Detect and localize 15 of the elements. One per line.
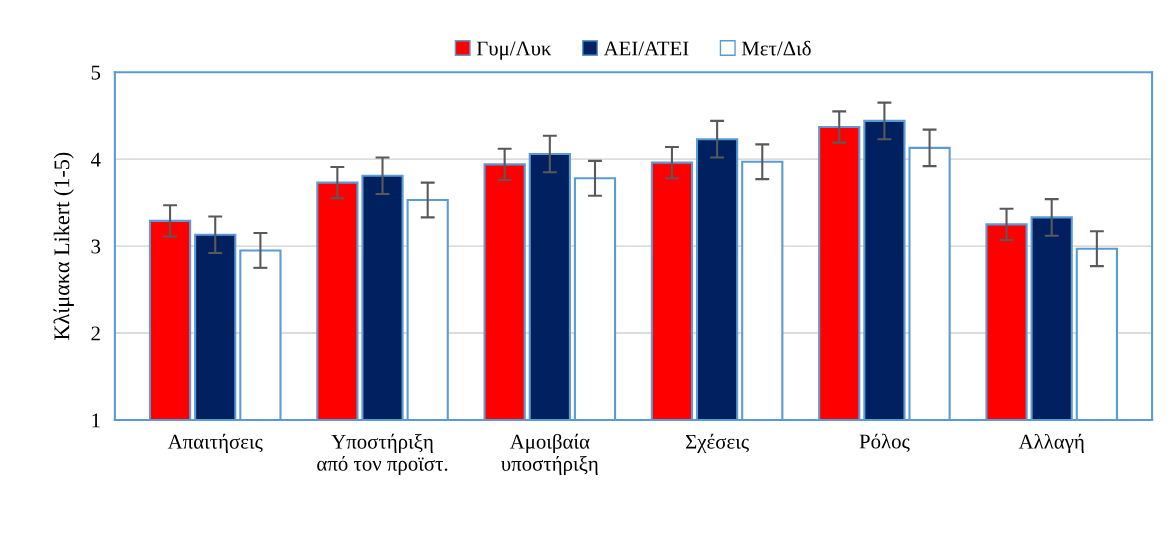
y-tick-label: 3 (91, 239, 101, 254)
legend-label: Μετ/Διδ (741, 40, 811, 56)
x-tick-label: Υποστήριξη από τον προϊστ. (317, 433, 448, 476)
y-axis-title: Κλίμακα Likert (1-5) (53, 152, 74, 340)
legend-label: ΑΕΙ/ΑΤΕΙ (603, 41, 689, 56)
y-tick-label: 5 (91, 65, 101, 80)
x-tick-label: Σχέσεις (685, 433, 749, 453)
y-tick-label: 2 (91, 326, 100, 341)
x-tick-label: Αμοιβαία υποστήριξη (501, 433, 598, 476)
x-tick-label: Απαιτήσεις (167, 433, 263, 453)
legend-label: Γυμ/Λυκ (476, 41, 552, 60)
x-tick-label: Ρόλος (859, 433, 910, 452)
y-tick-label: 4 (90, 152, 101, 167)
x-tick-label: Αλλαγή (1018, 433, 1084, 453)
y-tick-label: 1 (92, 413, 100, 428)
